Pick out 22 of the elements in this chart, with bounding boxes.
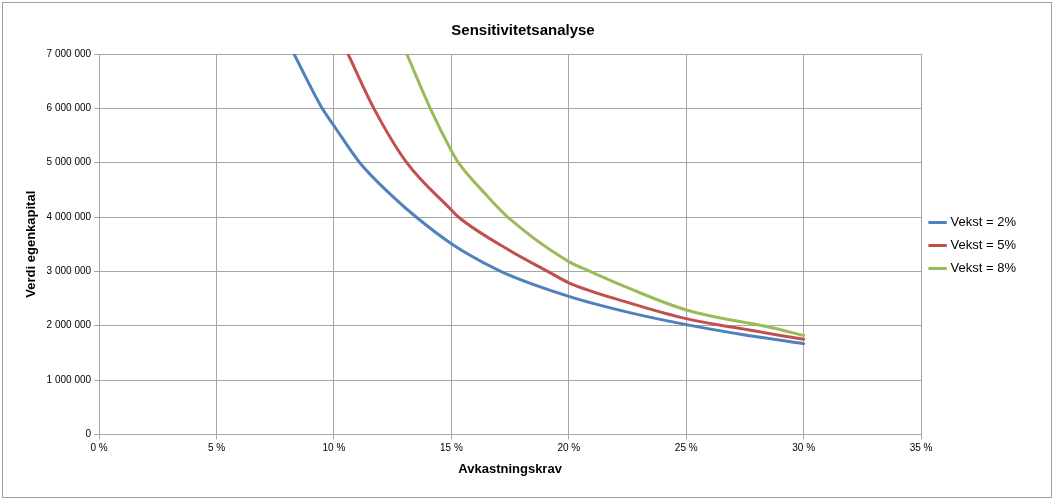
y-tick-label: 0 bbox=[85, 428, 92, 440]
y-tick-label: 6 000 000 bbox=[46, 102, 92, 114]
y-tick-label: 7 000 000 bbox=[46, 47, 92, 59]
y-tick-label: 3 000 000 bbox=[46, 265, 92, 277]
legend-label: Vekst = 2% bbox=[950, 214, 1017, 230]
x-tick-label: 35 % bbox=[909, 442, 933, 454]
x-tick-label: 5 % bbox=[207, 442, 226, 454]
x-tick-label: 0 % bbox=[90, 442, 108, 454]
y-tick-label: 4 000 000 bbox=[46, 210, 92, 222]
y-tick-label: 2 000 000 bbox=[46, 319, 92, 331]
x-tick-label: 15 % bbox=[439, 442, 463, 454]
x-tick-label: 10 % bbox=[322, 442, 346, 454]
y-tick-label: 5 000 000 bbox=[46, 156, 92, 168]
chart-title: Sensitivitetsanalyse bbox=[451, 21, 595, 39]
x-axis-title: Avkastningskrav bbox=[458, 460, 563, 476]
legend-label: Vekst = 5% bbox=[950, 237, 1017, 253]
x-tick-label: 20 % bbox=[557, 442, 581, 454]
y-tick-label: 1 000 000 bbox=[46, 373, 92, 385]
legend-label: Vekst = 8% bbox=[950, 260, 1017, 276]
x-tick-label: 30 % bbox=[792, 442, 816, 454]
x-tick-label: 25 % bbox=[674, 442, 698, 454]
y-axis-title: Verdi egenkapital bbox=[23, 190, 39, 298]
